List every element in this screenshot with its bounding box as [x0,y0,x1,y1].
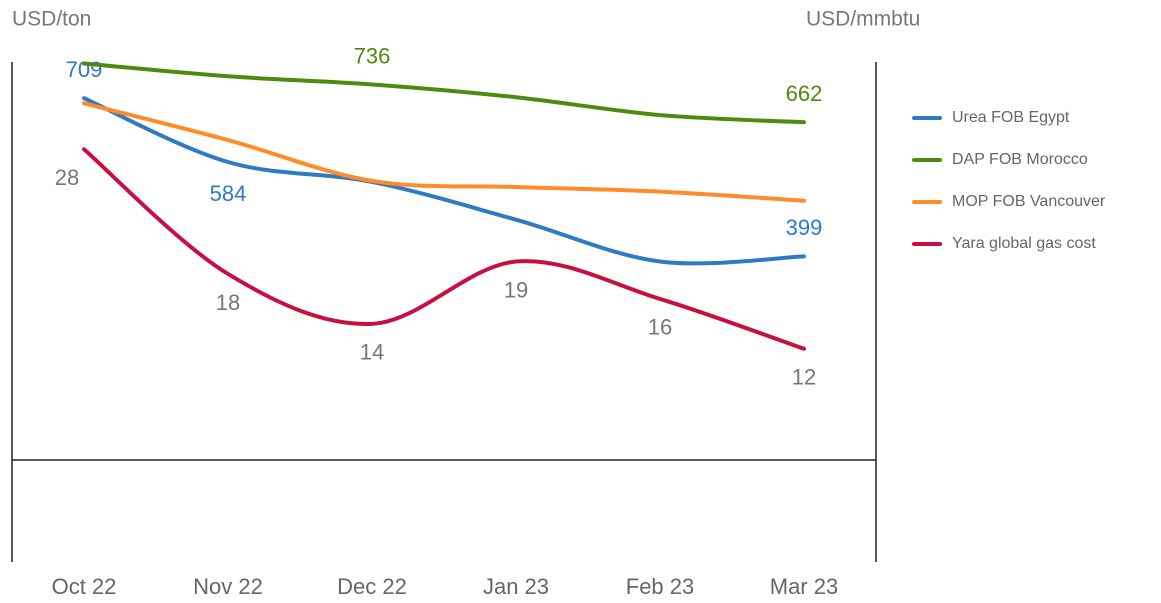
legend-label: MOP FOB Vancouver [952,193,1106,210]
series-line [82,147,806,351]
legend-label: Yara global gas cost [952,235,1096,252]
x-tick-label: Nov 22 [193,574,263,599]
data-label: 662 [786,81,823,106]
data-label: 399 [786,215,823,240]
y2-axis-title: USD/mmbtu [806,8,920,31]
x-tick-label: Dec 22 [337,574,407,599]
series-line [82,61,806,125]
legend-label: DAP FOB Morocco [952,151,1088,168]
data-label: 18 [216,290,240,315]
series-line [82,101,806,203]
data-label: 14 [360,340,384,365]
data-label: 12 [792,365,816,390]
data-label: 28 [55,165,79,190]
data-label: 584 [210,181,247,206]
y-axis-title: USD/ton [12,8,91,31]
data-label: 709 [66,57,103,82]
x-tick-label: Mar 23 [770,574,838,599]
x-tick-label: Jan 23 [483,574,549,599]
data-label: 736 [354,43,391,68]
series-line [82,96,806,266]
data-label: 19 [504,277,528,302]
legend-label: Urea FOB Egypt [952,109,1070,126]
x-tick-label: Feb 23 [626,574,695,599]
data-label: 16 [648,315,672,340]
x-tick-label: Oct 22 [52,574,117,599]
